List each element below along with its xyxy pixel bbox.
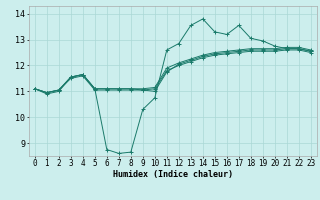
X-axis label: Humidex (Indice chaleur): Humidex (Indice chaleur) [113,170,233,179]
